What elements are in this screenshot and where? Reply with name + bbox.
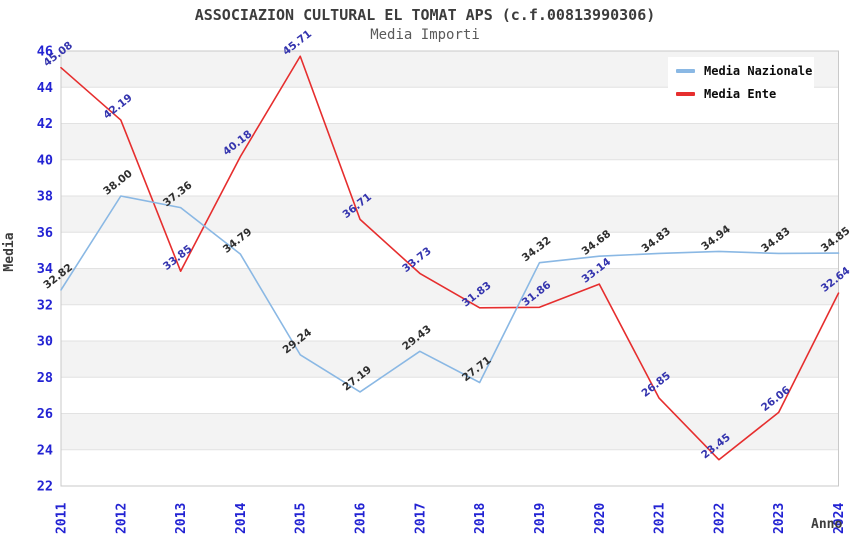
point-label: 34.32 bbox=[520, 234, 554, 264]
y-tick-label: 26 bbox=[37, 406, 53, 422]
grid-band bbox=[61, 268, 839, 305]
grid-band bbox=[61, 123, 839, 160]
x-tick-label: 2011 bbox=[55, 503, 70, 534]
x-tick-label: 2021 bbox=[653, 503, 668, 534]
x-tick-label: 2019 bbox=[533, 503, 548, 534]
y-tick-label: 36 bbox=[37, 225, 53, 241]
chart-title: ASSOCIAZION CULTURAL EL TOMAT APS (c.f.0… bbox=[194, 6, 656, 24]
x-axis-title: Anno bbox=[811, 517, 843, 532]
legend-item-media-ente: Media Ente bbox=[676, 87, 806, 101]
series-line-media-ente bbox=[60, 55, 840, 461]
y-tick-label: 44 bbox=[37, 80, 53, 96]
x-tick-label: 2013 bbox=[174, 503, 189, 534]
y-tick-label: 32 bbox=[37, 297, 53, 313]
y-tick-label: 34 bbox=[37, 261, 53, 277]
plot-border bbox=[60, 50, 839, 487]
y-tick-label: 42 bbox=[37, 116, 53, 132]
legend-label: Media Ente bbox=[704, 87, 777, 101]
grid-band bbox=[61, 413, 839, 450]
legend-dash-icon bbox=[676, 92, 695, 96]
grid-band bbox=[61, 341, 839, 378]
x-tick-label: 2023 bbox=[772, 503, 787, 534]
x-tick-label: 2020 bbox=[593, 503, 608, 534]
y-axis-title: Media bbox=[2, 232, 17, 272]
point-label: 38.00 bbox=[101, 168, 135, 198]
chart-subtitle: Media Importi bbox=[370, 27, 480, 43]
y-tick-label: 22 bbox=[37, 479, 53, 495]
legend-dash-icon bbox=[676, 69, 695, 73]
y-tick-label: 28 bbox=[37, 370, 53, 386]
y-tick-label: 46 bbox=[37, 44, 53, 60]
x-tick-label: 2015 bbox=[294, 503, 309, 534]
legend-label: Media Nazionale bbox=[704, 64, 813, 78]
x-tick-label: 2024 bbox=[832, 503, 847, 534]
x-tick-label: 2014 bbox=[234, 503, 249, 534]
y-tick-label: 24 bbox=[37, 442, 53, 458]
y-tick-label: 30 bbox=[37, 334, 53, 350]
y-tick-label: 40 bbox=[37, 152, 53, 168]
x-tick-label: 2017 bbox=[413, 503, 428, 534]
x-tick-label: 2022 bbox=[712, 503, 727, 534]
legend: Media Nazionale Media Ente bbox=[668, 57, 814, 108]
point-label: 26.06 bbox=[759, 384, 793, 414]
grid-band bbox=[61, 196, 839, 233]
y-tick-label: 38 bbox=[37, 189, 53, 205]
x-tick-label: 2012 bbox=[114, 503, 129, 534]
legend-item-media-nazionale: Media Nazionale bbox=[676, 64, 812, 78]
x-tick-label: 2018 bbox=[473, 503, 488, 534]
series-line-media-nazionale bbox=[60, 195, 840, 393]
x-tick-label: 2016 bbox=[354, 503, 369, 534]
